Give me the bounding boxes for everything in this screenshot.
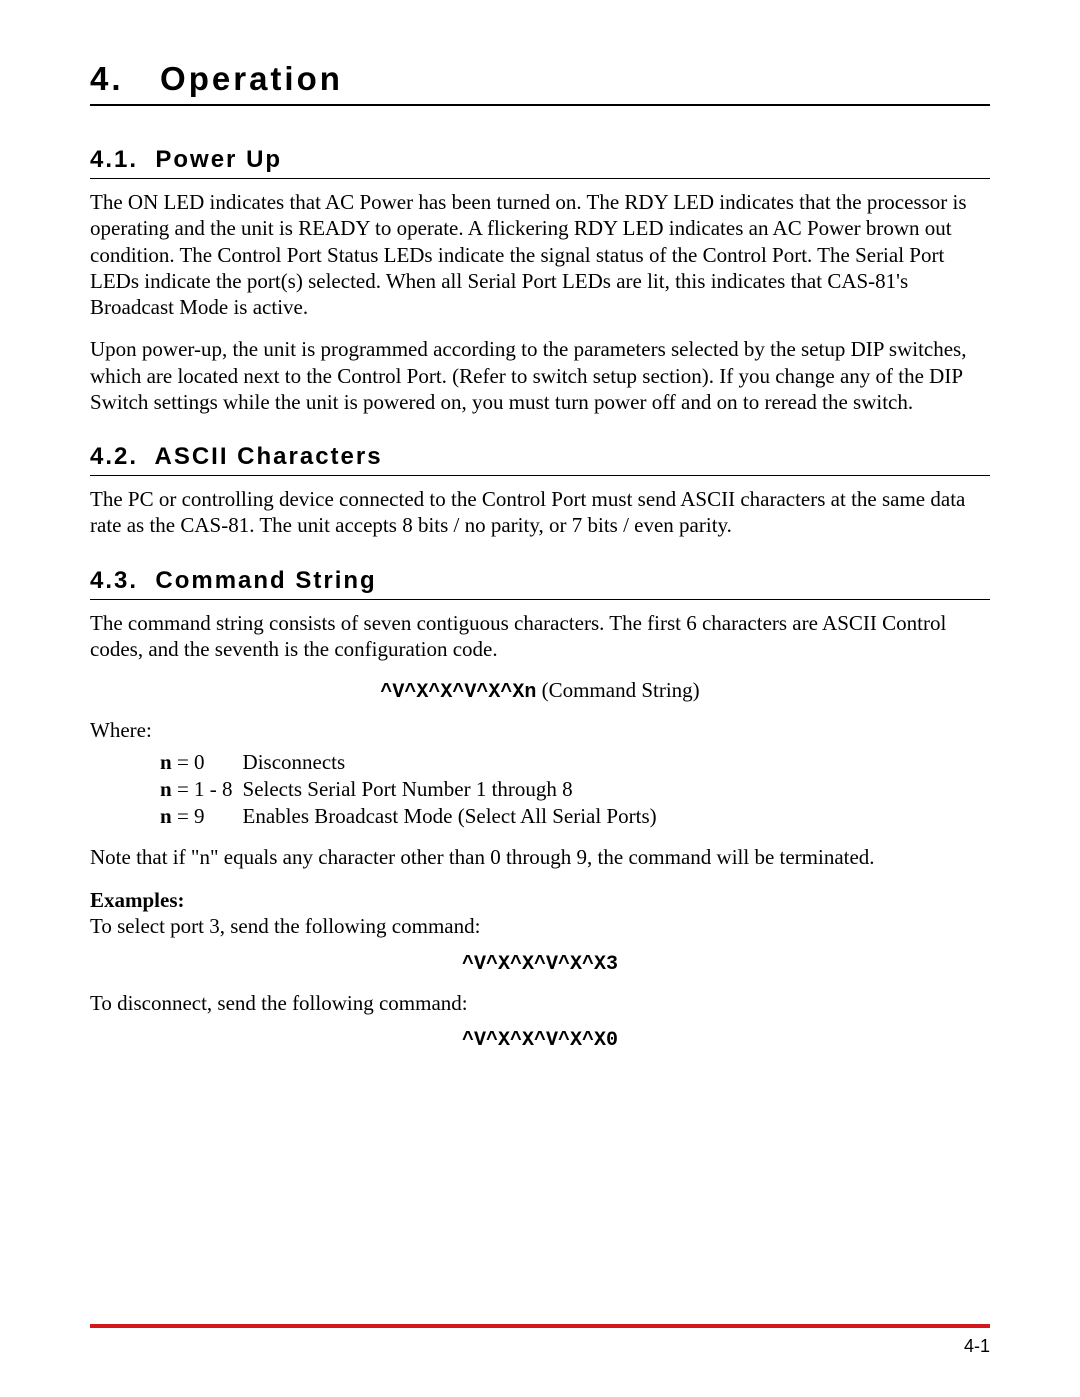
paragraph: Upon power-up, the unit is programmed ac… [90,336,990,415]
table-row: n = 9 Enables Broadcast Mode (Select All… [160,803,667,830]
table-row: n = 0 Disconnects [160,749,667,776]
heading-1-number: 4. [90,60,124,97]
paragraph: The command string consists of seven con… [90,610,990,663]
def-value: Enables Broadcast Mode (Select All Seria… [243,803,667,830]
heading-2-ascii-characters: 4.2. ASCII Characters [90,443,990,476]
footer-rule [90,1324,990,1328]
heading-1-title: Operation [160,60,343,97]
paragraph: The PC or controlling device connected t… [90,486,990,539]
heading-2-power-up: 4.1. Power Up [90,146,990,179]
heading-1: 4. Operation [90,60,990,106]
heading-2-number: 4.1. [90,146,138,173]
paragraph: The ON LED indicates that AC Power has b… [90,189,990,320]
page-footer: 4-1 [90,1324,990,1357]
heading-2-command-string: 4.3. Command String [90,567,990,600]
def-key: n = 0 [160,749,243,776]
example-text: To disconnect, send the following comman… [90,990,990,1016]
examples-label: Examples: [90,888,990,913]
command-label: (Command String) [536,678,699,702]
definitions-table: n = 0 Disconnects n = 1 - 8 Selects Seri… [160,749,667,830]
example-command: ^V^X^X^V^X^X3 [90,950,990,976]
def-key: n = 9 [160,803,243,830]
def-key: n = 1 - 8 [160,776,243,803]
command-code: ^V^X^X^V^X^Xn [380,681,536,704]
page-number: 4-1 [90,1336,990,1357]
example-command: ^V^X^X^V^X^X0 [90,1026,990,1052]
where-label: Where: [90,718,990,743]
heading-2-title: Power Up [155,146,282,173]
heading-2-number: 4.2. [90,443,138,470]
command-code: ^V^X^X^V^X^X0 [462,1029,618,1052]
heading-2-title: Command String [155,567,376,594]
def-value: Disconnects [243,749,667,776]
document-page: 4. Operation 4.1. Power Up The ON LED in… [0,0,1080,1397]
command-string-format: ^V^X^X^V^X^Xn (Command String) [90,678,990,704]
table-row: n = 1 - 8 Selects Serial Port Number 1 t… [160,776,667,803]
command-code: ^V^X^X^V^X^X3 [462,953,618,976]
note-paragraph: Note that if "n" equals any character ot… [90,844,990,870]
heading-2-title: ASCII Characters [154,443,382,470]
heading-2-number: 4.3. [90,567,138,594]
def-value: Selects Serial Port Number 1 through 8 [243,776,667,803]
example-text: To select port 3, send the following com… [90,913,990,939]
